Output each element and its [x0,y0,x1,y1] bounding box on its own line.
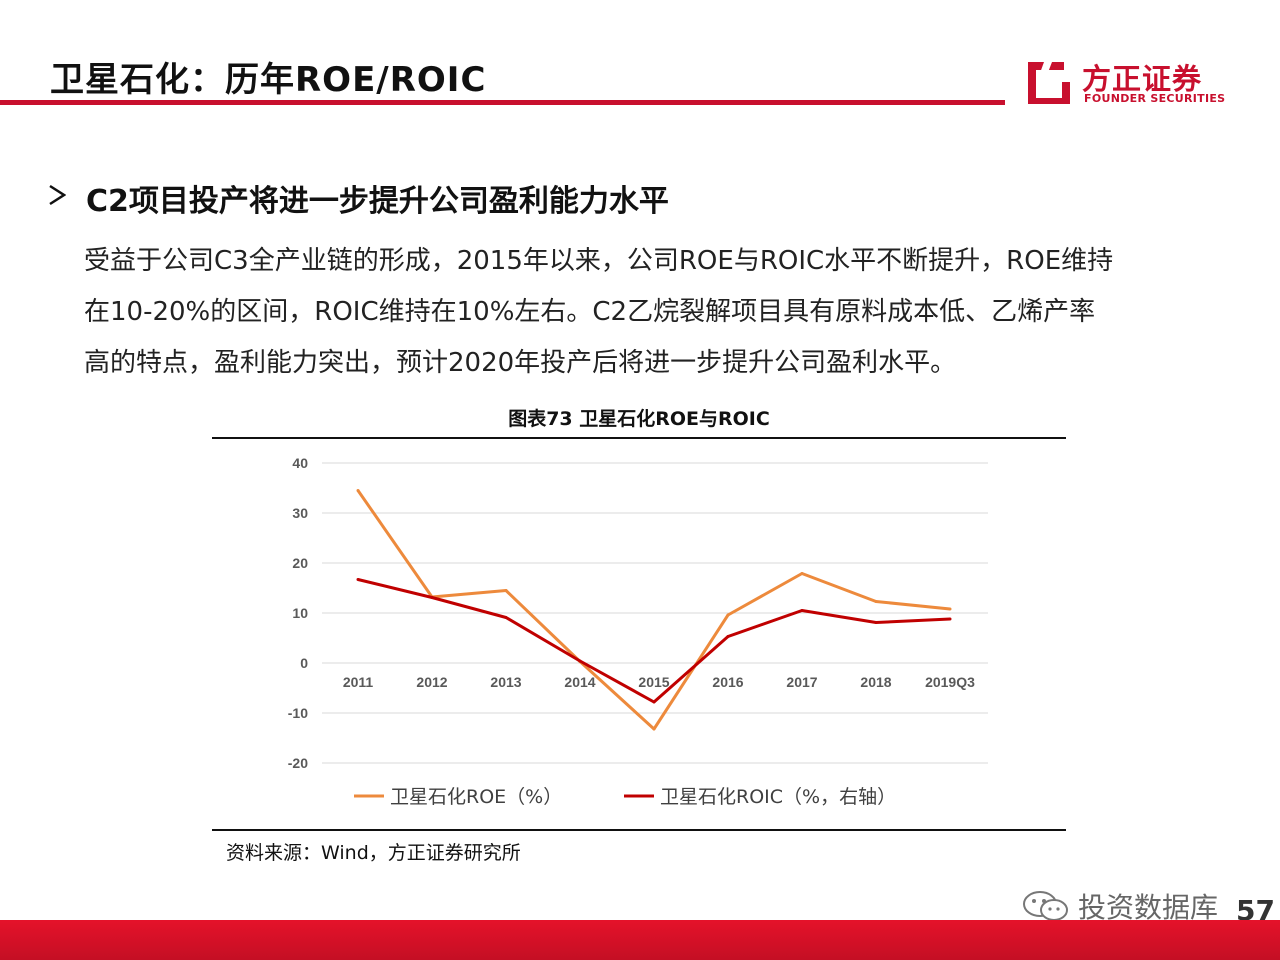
figure-bottom-rule [212,829,1066,831]
roe-data-point [356,489,360,492]
founder-logo-icon [1028,62,1070,104]
roic-data-point [430,596,434,599]
roe-data-point [652,727,656,731]
figure-title: 图表73 卫星石化ROE与ROIC [508,408,770,430]
arrow-right-icon [48,184,68,212]
roe-roic-line-chart: 40 30 20 10 0 -10 -20 2011 2012 2013 2014 2015 2016… [288,455,988,808]
roic-data-point [726,635,730,638]
y-tick-label: -10 [288,705,308,721]
logo-english-name: FOUNDER SECURITIES [1084,92,1226,105]
wechat-icon [1023,891,1068,921]
y-tick-label: 20 [292,555,308,571]
x-tick-label: 2014 [564,674,595,690]
y-tick-label: 10 [292,605,308,621]
roe-series-line [356,489,951,731]
paragraph-line: 受益于公司C3全产业链的形成，2015年以来，公司ROE与ROIC水平不断提升，… [84,246,1114,276]
x-tick-label: 2016 [712,674,743,690]
roic-data-point [356,578,360,581]
logo-chinese-name: 方正证券 [1082,62,1203,96]
company-logo: 方正证券 FOUNDER SECURITIES [1022,56,1237,112]
section-paragraph: 受益于公司C3全产业链的形成，2015年以来，公司ROE与ROIC水平不断提升，… [84,236,1214,389]
figure-top-rule [212,437,1066,439]
paragraph-line: 高的特点，盈利能力突出，预计2020年投产后将进一步提升公司盈利水平。 [84,348,957,378]
x-tick-label: 2019Q3 [925,674,975,690]
roic-data-point [504,616,508,619]
title-underline [0,100,1005,105]
roic-data-point [652,700,656,704]
paragraph-line: 在10-20%的区间，ROIC维持在10%左右。C2乙烷裂解项目具有原料成本低、… [84,297,1096,327]
legend-label: 卫星石化ROE（%） [390,786,562,808]
roe-data-point [948,607,952,611]
legend-label: 卫星石化ROIC（%，右轴） [660,786,896,808]
page-title: 卫星石化：历年ROE/ROIC [50,60,487,100]
section-heading: C2项目投产将进一步提升公司盈利能力水平 [48,176,669,220]
x-tick-label: 2012 [416,674,447,690]
y-tick-label: 40 [292,455,308,471]
roe-data-point [504,589,508,592]
y-tick-label: -20 [288,755,308,771]
roic-data-point [874,621,878,624]
roe-data-point [874,600,878,603]
x-tick-label: 2017 [786,674,817,690]
watermark: 投资数据库 [1020,886,1218,926]
x-tick-label: 2013 [490,674,521,690]
roic-data-point [800,609,804,612]
x-tick-label: 2015 [638,674,669,690]
roe-data-point [726,613,730,617]
figure-source: 资料来源：Wind，方正证券研究所 [226,842,521,864]
x-tick-label: 2011 [343,674,374,690]
y-tick-label: 30 [292,505,308,521]
x-tick-label: 2018 [860,674,891,690]
y-tick-label: 0 [300,655,308,671]
roic-data-point [948,617,952,621]
watermark-text: 投资数据库 [1078,891,1219,924]
section-heading-text: C2项目投产将进一步提升公司盈利能力水平 [86,184,669,219]
footer-bar [0,920,1280,960]
roe-data-point [800,572,804,575]
roic-data-point [578,659,582,663]
